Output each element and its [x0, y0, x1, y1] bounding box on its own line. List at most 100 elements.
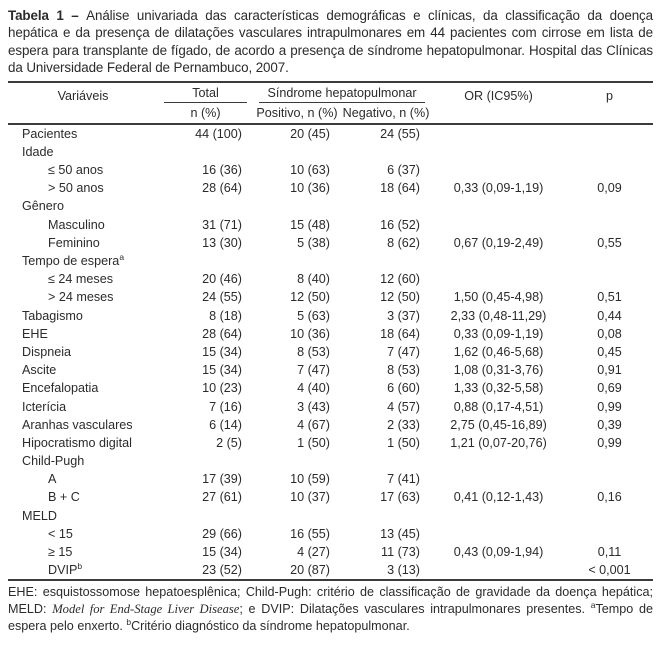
row-label: Hipocratismo digital [22, 435, 132, 450]
row-label: Idade [22, 144, 54, 159]
cell-positivo: 20 (87) [290, 563, 330, 578]
cell-positivo: 5 (38) [297, 235, 330, 250]
cell-or: 0,33 (0,09-1,19) [453, 326, 544, 341]
table-row: B + C 27 (61) 10 (37) 17 (63) 0,41 (0,12-1,4… [8, 488, 653, 506]
row-label: ≥ 15 [48, 545, 73, 560]
row-label: > 24 meses [48, 290, 114, 305]
cell-negativo [341, 143, 431, 161]
table-row: Gênero [8, 197, 653, 215]
cell-total [158, 507, 253, 525]
cell-total: 20 (46) [202, 272, 242, 287]
row-label: Tempo de esperaa [22, 251, 125, 269]
cell-total [158, 452, 253, 470]
row-label: A [48, 472, 57, 487]
row-label: Masculino [48, 217, 105, 232]
table-row: Pacientes 44 (100) 20 (45) 24 (55) [8, 124, 653, 143]
cell-or: 2,33 (0,48-11,29) [450, 308, 547, 323]
cell-positivo [253, 507, 341, 525]
cell-negativo: 7 (41) [387, 472, 420, 487]
row-label: ≤ 50 anos [48, 163, 104, 178]
row-label: Feminino [48, 235, 100, 250]
cell-positivo: 4 (27) [297, 545, 330, 560]
footnote: EHE: esquistossomose hepatoesplênica; Ch… [8, 584, 653, 634]
cell-positivo [253, 197, 341, 215]
row-label: Dispneia [22, 344, 72, 359]
cell-positivo: 4 (40) [297, 381, 330, 396]
cell-p [566, 161, 653, 179]
cell-p: 0,55 [597, 235, 622, 250]
cell-or: 1,08 (0,31-3,76) [453, 363, 544, 378]
cell-positivo: 20 (45) [290, 126, 330, 141]
subheader-empty-p [566, 103, 653, 124]
row-label: Ascite [22, 363, 57, 378]
table-row: Tempo de esperaa [8, 252, 653, 270]
cell-p [566, 143, 653, 161]
cell-positivo: 15 (48) [290, 217, 330, 232]
cell-or [431, 470, 566, 488]
footnote-meld-italic: Model for End-Stage Liver Disease [52, 602, 240, 617]
cell-positivo: 10 (59) [290, 472, 330, 487]
cell-positivo: 16 (55) [290, 526, 330, 541]
table-row: MELD [8, 507, 653, 525]
cell-total: 6 (14) [209, 417, 242, 432]
header-or-ic95: OR (IC95%) [464, 88, 533, 103]
cell-positivo: 12 (50) [290, 290, 330, 305]
subheader-empty-or [431, 103, 566, 124]
cell-total: 28 (64) [202, 326, 242, 341]
cell-positivo: 8 (53) [297, 344, 330, 359]
cell-negativo: 6 (60) [387, 381, 420, 396]
table-row: Tabagismo 8 (18) 5 (63) 3 (37) 2,33 (0,48-11… [8, 307, 653, 325]
table-row: Masculino 31 (71) 15 (48) 16 (52) [8, 216, 653, 234]
cell-positivo: 10 (36) [290, 181, 330, 196]
cell-negativo: 17 (63) [380, 490, 420, 505]
cell-or [431, 252, 566, 270]
cell-positivo: 1 (50) [297, 435, 330, 450]
table-row: > 50 anos 28 (64) 10 (36) 18 (64) 0,33 (0,09… [8, 179, 653, 197]
header-row-sub: n (%) Positivo, n (%) Negativo, n (%) [8, 103, 653, 124]
cell-negativo: 18 (64) [380, 326, 420, 341]
table-row: Ascite 15 (34) 7 (47) 8 (53) 1,08 (0,31-3,76… [8, 361, 653, 379]
cell-positivo: 8 (40) [297, 272, 330, 287]
cell-p: 0,16 [597, 490, 622, 505]
cell-negativo [341, 197, 431, 215]
cell-or: 0,33 (0,09-1,19) [453, 181, 544, 196]
header-total: Total [158, 82, 253, 103]
table-row: Idade [8, 143, 653, 161]
cell-p [566, 252, 653, 270]
cell-p: 0,39 [597, 417, 622, 432]
cell-or: 0,43 (0,09-1,94) [453, 545, 544, 560]
table-row: Dispneia 15 (34) 8 (53) 7 (47) 1,62 (0,46-5,… [8, 343, 653, 361]
cell-p: 0,99 [597, 399, 622, 414]
cell-negativo [341, 507, 431, 525]
cell-or [431, 270, 566, 288]
table-caption-number: Tabela 1 – [8, 8, 87, 23]
cell-or: 1,33 (0,32-5,58) [453, 381, 544, 396]
table-row: Child-Pugh [8, 452, 653, 470]
cell-or: 1,50 (0,45-4,98) [453, 290, 544, 305]
cell-negativo: 11 (73) [381, 545, 420, 560]
cell-total: 10 (23) [202, 381, 242, 396]
cell-total: 15 (34) [202, 363, 242, 378]
cell-p: 0,45 [597, 344, 622, 359]
row-label: Child-Pugh [22, 454, 85, 469]
cell-positivo: 3 (43) [297, 399, 330, 414]
cell-negativo [341, 452, 431, 470]
cell-or [431, 197, 566, 215]
row-label: Icterícia [22, 399, 67, 414]
cell-p [566, 470, 653, 488]
cell-positivo: 7 (47) [297, 363, 330, 378]
cell-or [431, 124, 566, 143]
header-sindrome-hepatopulmonar: Síndrome hepatopulmonar [253, 82, 431, 103]
footnote-note-b: Critério diagnóstico da síndrome hepatop… [131, 618, 410, 633]
cell-or: 0,88 (0,17-4,51) [453, 399, 544, 414]
cell-total: 24 (55) [202, 290, 242, 305]
subheader-empty [8, 103, 158, 124]
cell-positivo: 10 (36) [290, 326, 330, 341]
cell-or: 1,21 (0,07-20,76) [450, 435, 547, 450]
row-label: > 50 anos [48, 181, 104, 196]
cell-negativo: 2 (33) [387, 417, 420, 432]
cell-or: 2,75 (0,45-16,89) [450, 417, 547, 432]
table-row: Icterícia 7 (16) 3 (43) 4 (57) 0,88 (0,17-4,… [8, 397, 653, 415]
subheader-negativo: Negativo, n (%) [342, 105, 430, 120]
